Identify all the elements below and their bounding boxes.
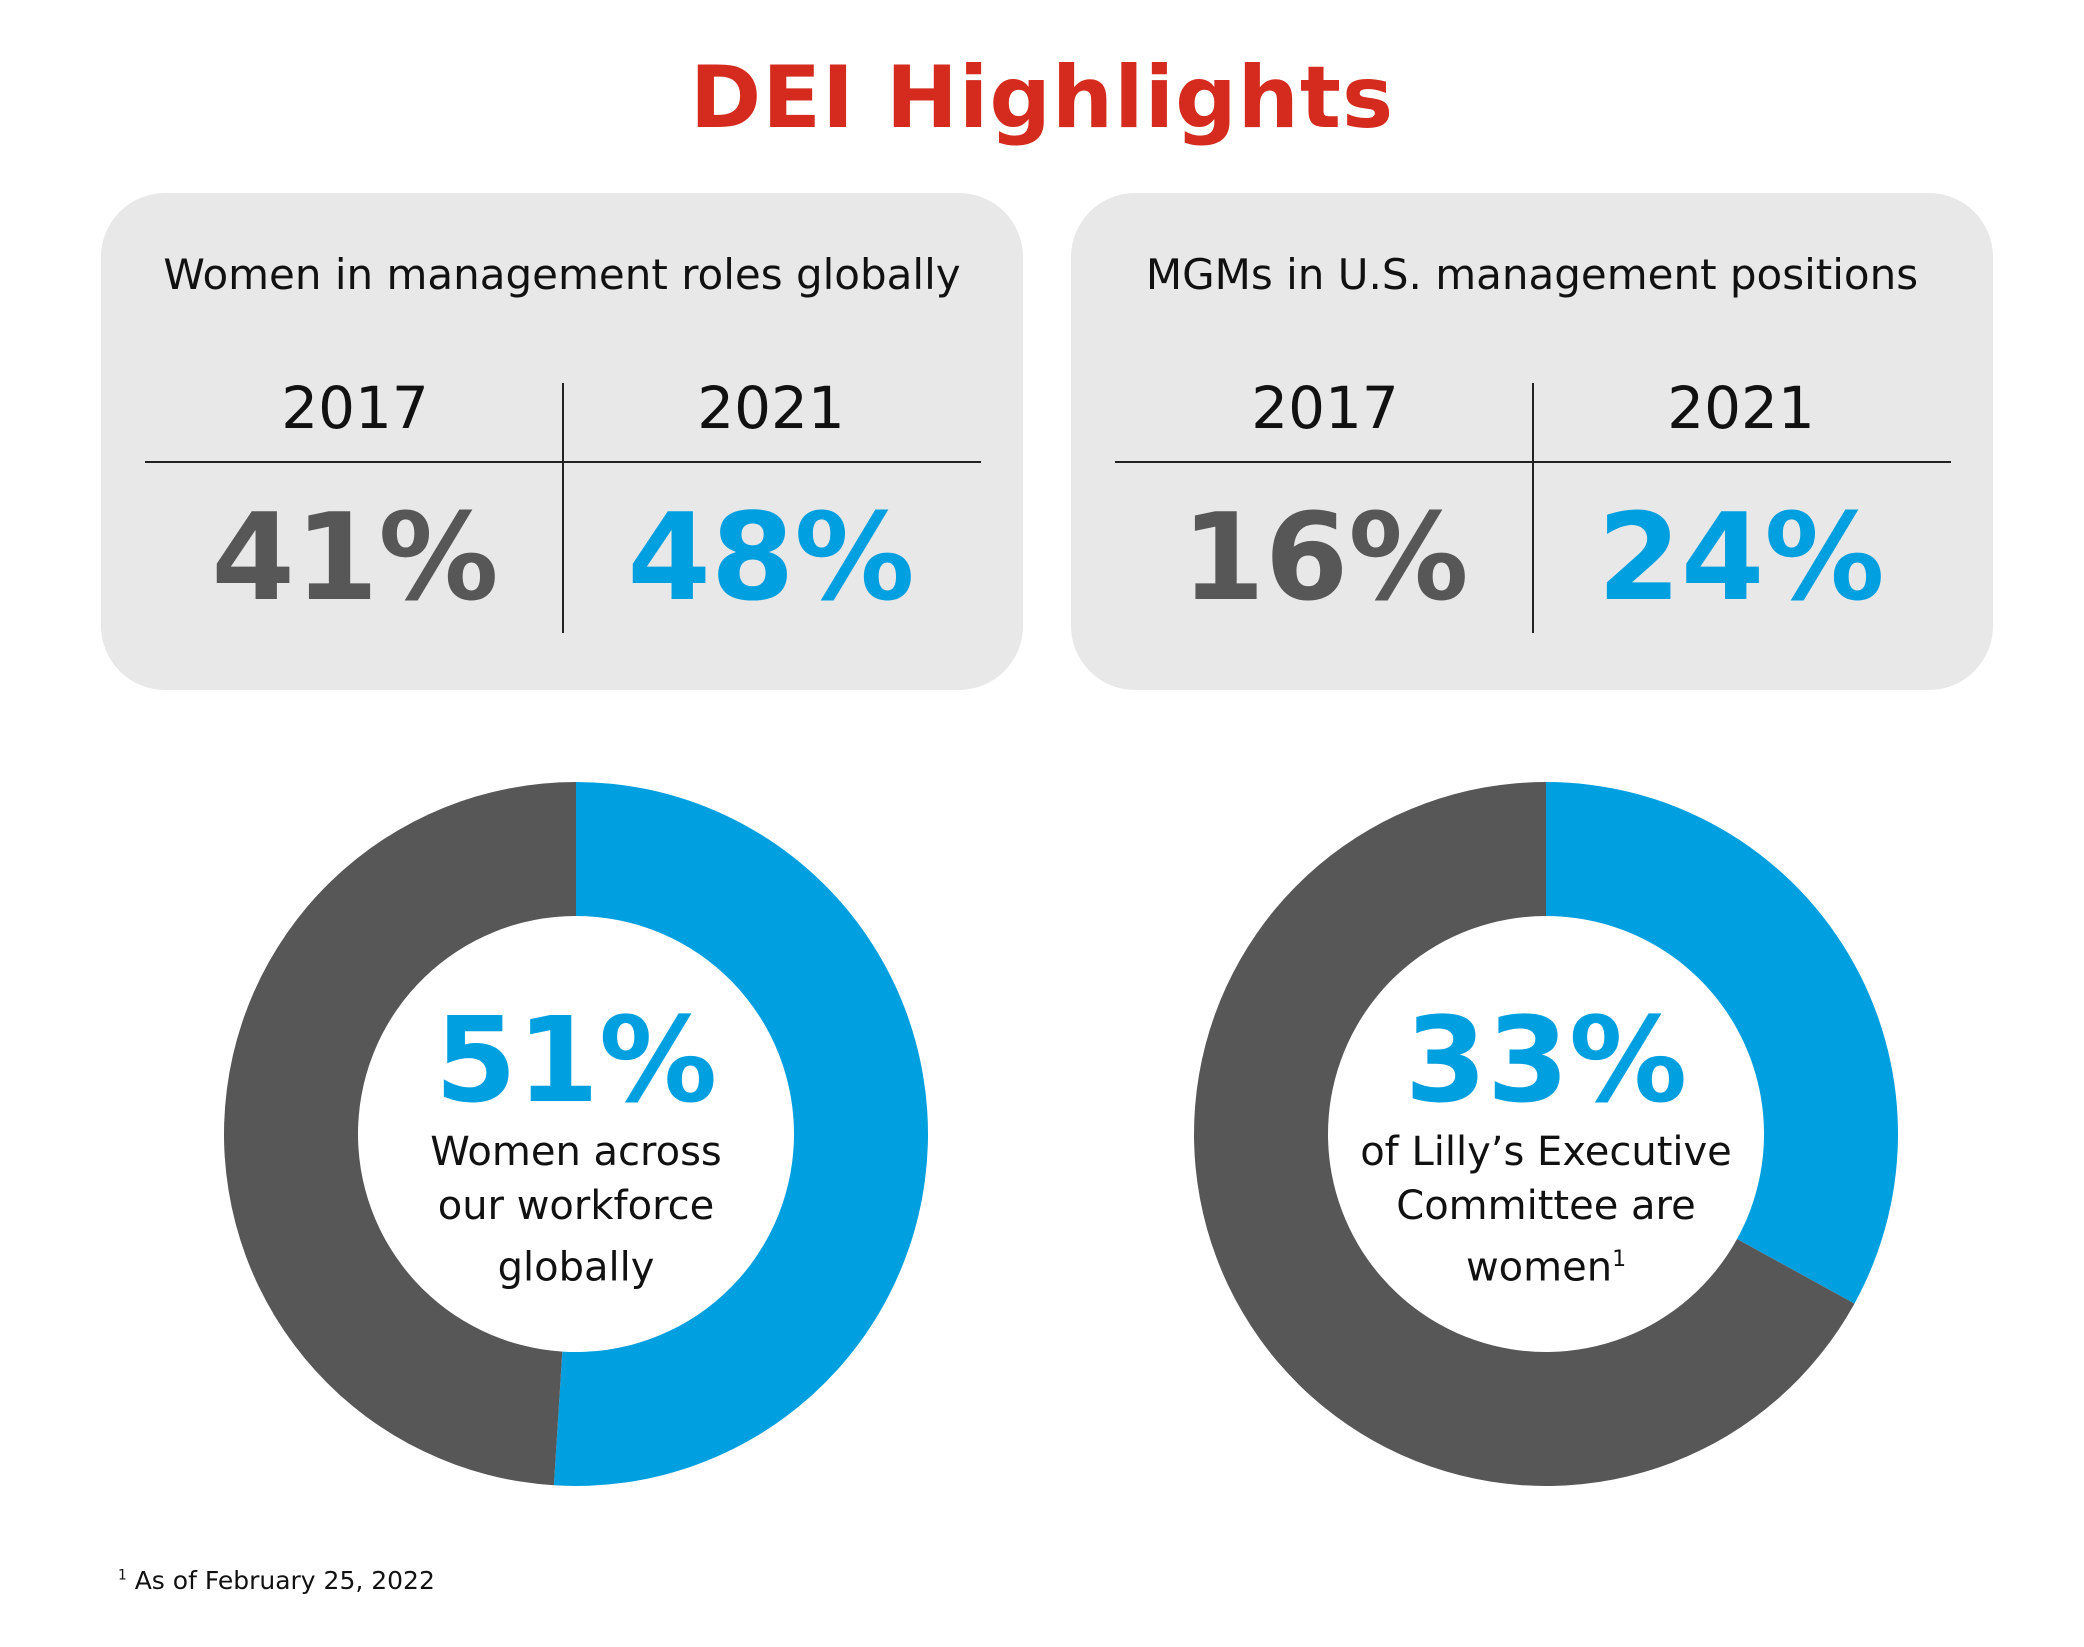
value-2017: 16% bbox=[1181, 489, 1469, 628]
value-2021: 48% bbox=[627, 489, 915, 628]
donut-women-workforce: 51% Women across our workforce globally bbox=[222, 780, 930, 1488]
footnote-ref: 1 bbox=[1612, 1247, 1627, 1272]
donut-chart-svg bbox=[1194, 782, 1898, 1486]
donut-center-value: 51% bbox=[434, 991, 718, 1129]
donut-slice-women bbox=[1546, 782, 1898, 1304]
caption-line-3-text: women bbox=[1465, 1244, 1613, 1291]
donut-center-value: 33% bbox=[1404, 991, 1688, 1129]
year-2021-label: 2021 bbox=[1667, 374, 1815, 442]
caption-line-2: our workforce bbox=[437, 1183, 715, 1229]
caption-line-1: of Lilly’s Executive bbox=[1360, 1129, 1732, 1175]
divider-vertical bbox=[562, 383, 564, 633]
year-2017-label: 2017 bbox=[1251, 374, 1399, 442]
divider-vertical bbox=[1532, 383, 1534, 633]
card-title: MGMs in U.S. management positions bbox=[1145, 250, 1919, 299]
donut-slice-other bbox=[1194, 782, 1855, 1486]
value-2021: 24% bbox=[1597, 489, 1885, 628]
caption-line-3-text: globally bbox=[497, 1244, 655, 1291]
caption-line-3: globally bbox=[376, 1233, 776, 1294]
women-management-card: Women in management roles globally 2017 … bbox=[101, 193, 1023, 690]
donut-chart-svg bbox=[224, 782, 929, 1486]
footnote: 1 As of February 25, 2022 bbox=[118, 1566, 435, 1595]
footnote-text: As of February 25, 2022 bbox=[126, 1566, 435, 1595]
donut-center-caption: of Lilly’s Executive Committee are women… bbox=[1346, 1125, 1746, 1294]
page-title: DEI Highlights bbox=[689, 48, 1395, 148]
caption-line-2: Committee are bbox=[1396, 1183, 1696, 1229]
mgm-management-card: MGMs in U.S. management positions 2017 2… bbox=[1071, 193, 1993, 690]
donut-slice-other bbox=[224, 782, 576, 1486]
footnote-marker: 1 bbox=[118, 1567, 127, 1584]
year-2021-label: 2021 bbox=[697, 374, 845, 442]
donut-executive-committee: 33% of Lilly’s Executive Committee are w… bbox=[1192, 780, 1900, 1488]
card-title: Women in management roles globally bbox=[163, 250, 961, 299]
value-2017: 41% bbox=[211, 489, 499, 628]
caption-line-3: women1 bbox=[1346, 1233, 1746, 1294]
year-2017-label: 2017 bbox=[281, 374, 429, 442]
caption-line-1: Women across bbox=[430, 1129, 722, 1175]
donut-center-caption: Women across our workforce globally bbox=[376, 1125, 776, 1294]
donut-slice-women bbox=[553, 782, 929, 1486]
